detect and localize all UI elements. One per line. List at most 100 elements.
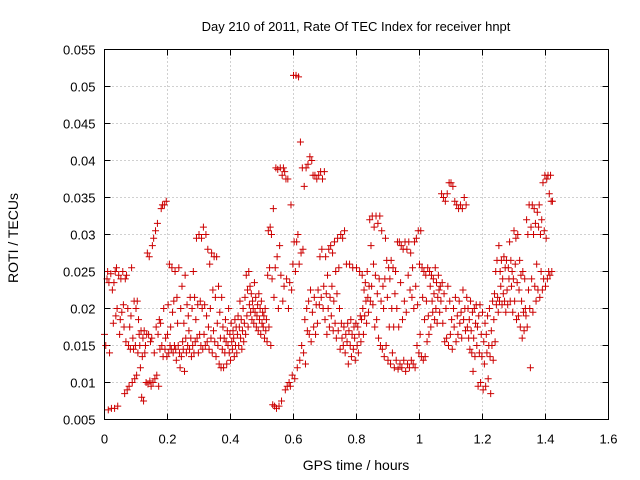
data-point: [387, 360, 395, 368]
data-point: [347, 316, 355, 324]
x-tick-label: 0.2: [158, 432, 176, 447]
data-point: [239, 305, 247, 312]
data-point: [254, 327, 262, 335]
data-point: [180, 319, 188, 327]
data-point: [466, 345, 474, 353]
data-point: [474, 382, 482, 390]
data-point: [454, 330, 462, 338]
data-point: [204, 323, 212, 331]
data-point: [481, 319, 489, 327]
data-point: [324, 271, 332, 279]
data-point: [213, 253, 221, 261]
data-point: [531, 282, 539, 290]
data-point: [178, 282, 186, 290]
data-point: [287, 201, 295, 209]
data-point: [406, 286, 414, 294]
data-point: [249, 297, 257, 305]
data-point: [107, 270, 115, 278]
data-point: [387, 256, 395, 264]
data-point: [175, 264, 183, 272]
data-point: [482, 382, 490, 390]
data-point: [291, 268, 299, 275]
data-point: [196, 297, 204, 305]
data-point: [242, 330, 250, 338]
data-point: [209, 286, 217, 294]
data-point: [203, 338, 211, 346]
x-tick-label: 1: [416, 432, 423, 447]
data-point: [139, 334, 147, 342]
data-point: [277, 271, 285, 279]
data-point: [169, 349, 177, 357]
data-point: [142, 379, 150, 386]
data-point: [219, 323, 227, 331]
data-point: [206, 260, 214, 268]
data-point: [434, 271, 442, 279]
data-point: [421, 353, 429, 361]
data-point: [357, 338, 365, 346]
data-point: [116, 316, 124, 324]
data-point: [123, 386, 131, 394]
data-point: [289, 260, 297, 268]
data-point: [160, 201, 168, 209]
data-point: [199, 345, 207, 353]
data-point: [490, 316, 498, 324]
data-point: [227, 319, 235, 327]
data-point: [128, 379, 136, 386]
data-point: [511, 260, 519, 268]
data-point: [494, 293, 502, 301]
data-point: [318, 175, 326, 183]
data-point: [124, 342, 132, 349]
data-point: [179, 338, 187, 346]
data-point: [530, 231, 538, 238]
y-tick-label: 0.03: [70, 228, 95, 243]
data-point: [241, 293, 249, 301]
data-point: [121, 390, 129, 398]
data-point: [177, 305, 185, 312]
data-point: [162, 197, 170, 205]
data-point: [279, 164, 287, 172]
data-point: [295, 73, 303, 81]
data-point: [262, 327, 270, 335]
data-point: [489, 297, 497, 305]
data-point: [522, 312, 530, 320]
data-point: [371, 323, 379, 331]
data-point: [114, 402, 122, 410]
data-point: [102, 342, 110, 349]
data-point: [238, 327, 246, 335]
data-point: [391, 290, 399, 298]
data-point: [194, 349, 202, 357]
data-point: [328, 282, 336, 290]
data-point: [171, 268, 179, 275]
data-point: [543, 275, 551, 283]
data-point: [424, 312, 432, 320]
data-point: [283, 275, 291, 283]
data-point: [220, 334, 228, 342]
data-point: [407, 356, 415, 364]
data-point: [409, 264, 417, 272]
data-point: [133, 371, 141, 379]
data-point: [174, 319, 182, 327]
data-point: [213, 319, 221, 327]
data-point: [346, 342, 354, 349]
data-point: [233, 349, 241, 357]
data-point: [397, 279, 405, 287]
data-point: [164, 301, 172, 309]
data-point: [396, 360, 404, 368]
data-point: [220, 364, 228, 372]
data-point: [453, 312, 461, 320]
data-point: [261, 305, 269, 312]
data-point: [270, 293, 278, 301]
data-point: [363, 268, 371, 275]
data-point: [393, 305, 401, 312]
data-point: [260, 312, 268, 320]
x-tick-label: 0.4: [221, 432, 239, 447]
data-points-layer: [101, 71, 556, 414]
data-point: [370, 260, 378, 268]
data-point: [318, 245, 326, 253]
data-point: [446, 297, 454, 305]
data-point: [486, 353, 494, 361]
data-point: [300, 349, 308, 357]
data-point: [427, 271, 435, 279]
data-point: [244, 323, 252, 331]
data-point: [111, 268, 119, 275]
